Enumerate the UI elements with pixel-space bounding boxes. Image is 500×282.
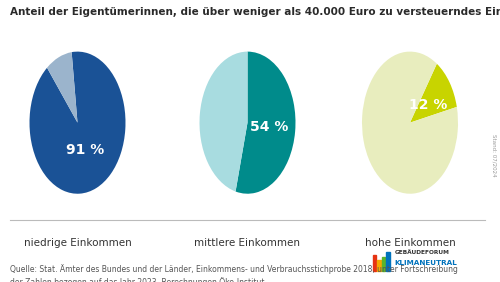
Text: mittlere Einkommen: mittlere Einkommen (194, 237, 300, 248)
Text: Stand: 07/2024: Stand: 07/2024 (491, 134, 496, 177)
Wedge shape (236, 52, 296, 194)
Wedge shape (30, 52, 126, 194)
Text: hohe Einkommen: hohe Einkommen (364, 237, 456, 248)
Text: 12 %: 12 % (408, 98, 447, 112)
Wedge shape (362, 52, 458, 194)
Wedge shape (47, 52, 78, 123)
Text: Quelle: Stat. Ämter des Bundes und der Länder, Einkommens- und Verbrauchsstichpr: Quelle: Stat. Ämter des Bundes und der L… (10, 264, 458, 282)
Text: 54 %: 54 % (250, 120, 288, 134)
Text: 91 %: 91 % (66, 143, 104, 157)
Wedge shape (410, 64, 457, 123)
Wedge shape (200, 52, 248, 191)
Text: niedrige Einkommen: niedrige Einkommen (24, 237, 132, 248)
Text: GEBÄUDEFORUM: GEBÄUDEFORUM (394, 250, 450, 255)
Text: Anteil der Eigentümerinnen, die über weniger als 40.000 Euro zu versteuerndes Ei: Anteil der Eigentümerinnen, die über wen… (10, 7, 500, 17)
Text: KLIMANEUTRAL: KLIMANEUTRAL (394, 260, 457, 266)
